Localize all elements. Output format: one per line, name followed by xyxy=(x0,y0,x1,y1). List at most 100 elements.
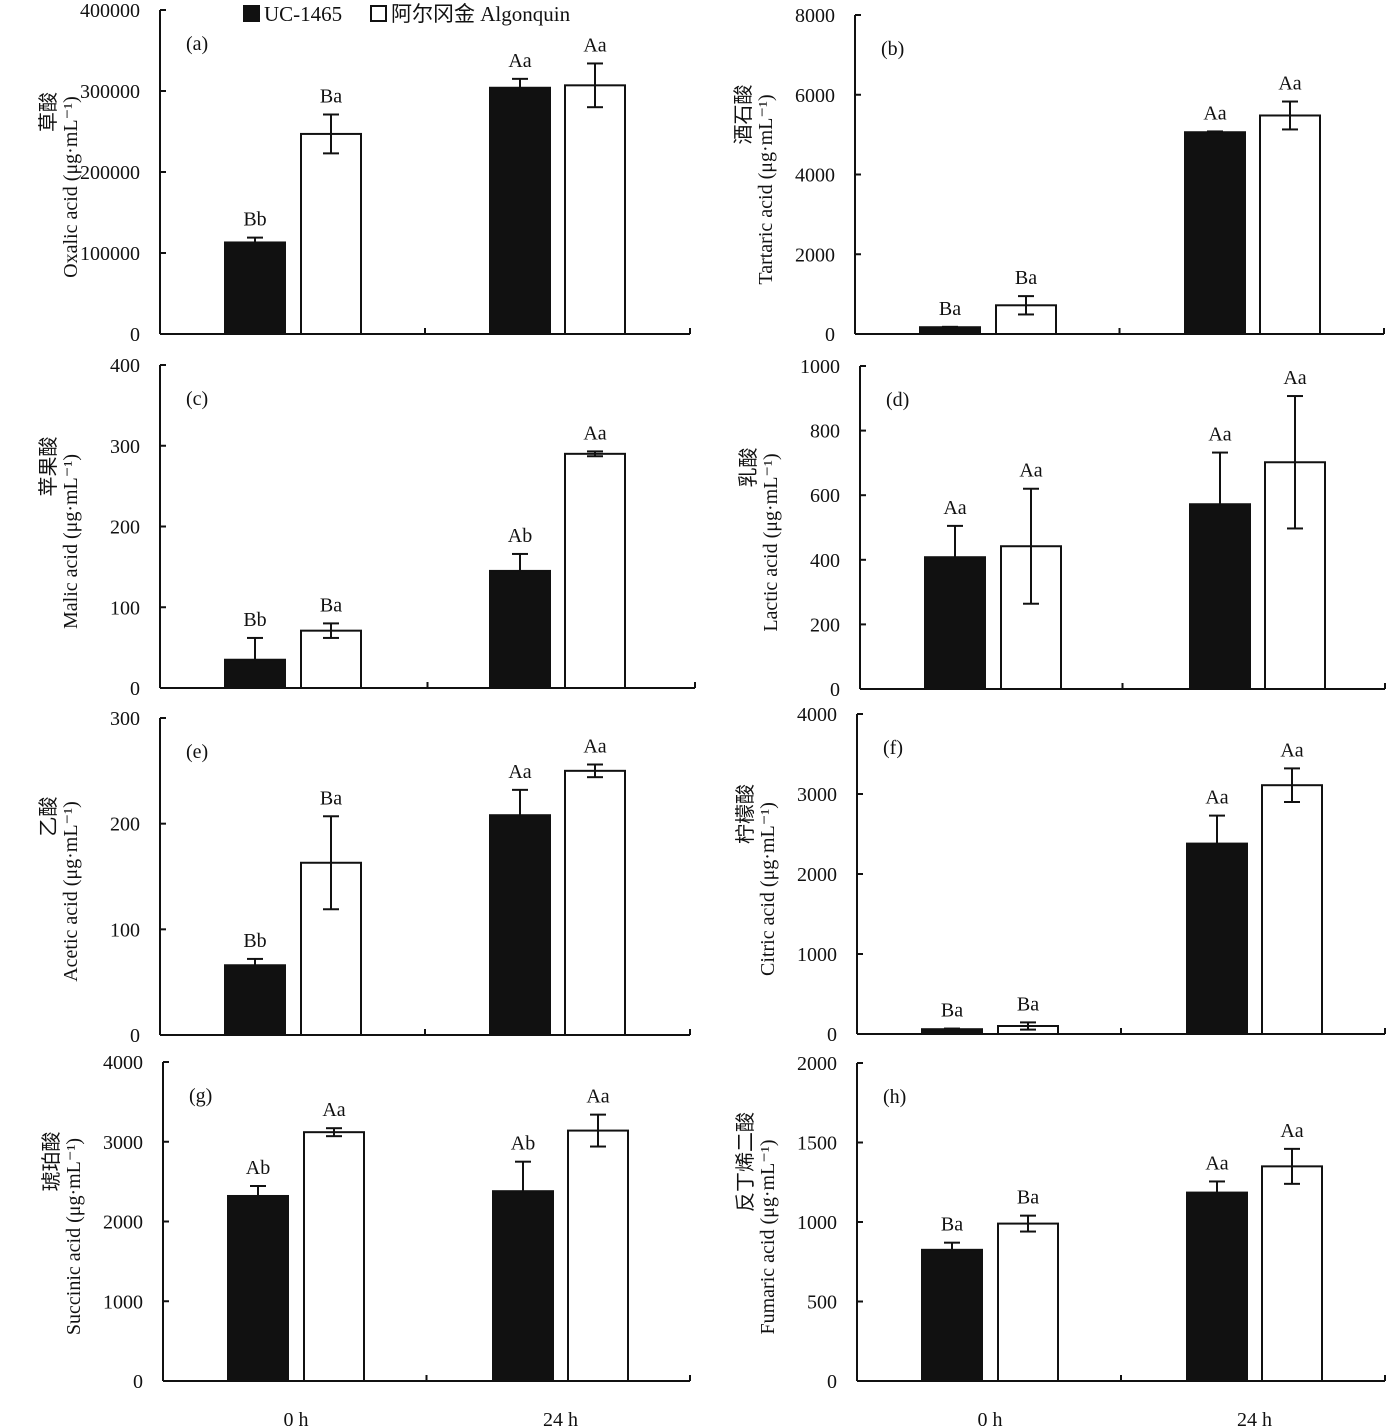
significance-label: Aa xyxy=(508,761,531,783)
bar-algonquin-0h xyxy=(303,1131,365,1383)
y-tick-label: 3000 xyxy=(103,1132,143,1154)
significance-label: Ba xyxy=(320,85,342,107)
significance-label: Ab xyxy=(508,525,532,547)
bar-algonquin-24h xyxy=(564,452,626,690)
y-tick-label: 4000 xyxy=(795,165,835,187)
panel-h: 0 500 1000 1500 2000 反丁烯二酸 Fumaric acid (μg·mL… xyxy=(734,1053,1386,1427)
y-axis-label-en: Oxalic acid (μg·mL⁻¹) xyxy=(60,96,82,278)
x-category-label: 24 h xyxy=(543,1409,578,1427)
y-tick-label: 1000 xyxy=(103,1291,143,1313)
y-axis-label-cn: 琥珀酸 xyxy=(40,1132,63,1192)
significance-label: Aa xyxy=(1283,367,1306,389)
y-tick-label: 2000 xyxy=(103,1212,143,1234)
legend: UC-1465 阿尔冈金 Algonquin xyxy=(243,2,571,26)
panel-c: 0 100 200 300 400 苹果酸 Malic acid (μg·mL⁻¹) (c) B… xyxy=(37,355,696,700)
bar-uc1465-24h xyxy=(1184,131,1246,335)
y-tick-label: 1000 xyxy=(797,1212,837,1234)
y-tick-label: 200 xyxy=(110,517,140,539)
panel-a: 0 100000 200000 300000 400000 草酸 Oxalic acid (… xyxy=(37,0,691,346)
legend-swatch-uc1465 xyxy=(243,5,260,22)
y-tick-label: 200 xyxy=(110,814,140,836)
significance-label: Aa xyxy=(322,1099,345,1121)
y-tick-label: 0 xyxy=(130,1025,140,1047)
significance-label: Aa xyxy=(1019,460,1042,482)
significance-label: Ba xyxy=(320,594,342,616)
panel-b: 0 2000 4000 6000 8000 酒石酸 Tartaric acid (μg·mL… xyxy=(732,5,1385,346)
significance-label: Aa xyxy=(508,50,531,72)
bar-uc1465-24h xyxy=(1186,1191,1248,1382)
panel-label: (d) xyxy=(886,389,909,411)
bar-algonquin-0h xyxy=(300,132,362,335)
significance-label: Aa xyxy=(1205,1152,1228,1174)
y-tick-label: 2000 xyxy=(797,1053,837,1075)
y-axis-label-cn: 柠檬酸 xyxy=(734,784,757,844)
significance-label: Ba xyxy=(1015,267,1037,289)
y-tick-label: 400000 xyxy=(80,0,140,22)
panel-e: 0 100 200 300 乙酸 Acetic acid (μg·mL⁻¹) (e) Bb Ba… xyxy=(37,708,691,1047)
bar-uc1465-24h xyxy=(492,1190,554,1382)
y-axis-label-en: Fumaric acid (μg·mL⁻¹) xyxy=(757,1140,779,1335)
legend-label-algonquin: 阿尔冈金 Algonquin xyxy=(391,2,571,26)
y-tick-label: 2000 xyxy=(795,244,835,266)
bar-uc1465-0h xyxy=(921,1028,983,1035)
y-tick-label: 100 xyxy=(110,919,140,941)
significance-label: Ba xyxy=(941,1000,963,1022)
bar-algonquin-24h xyxy=(1259,114,1321,335)
panel-label: (e) xyxy=(186,741,208,763)
y-tick-label: 2000 xyxy=(797,864,837,886)
y-tick-label: 0 xyxy=(130,324,140,346)
y-axis-label-cn: 乙酸 xyxy=(37,797,60,837)
bar-algonquin-24h xyxy=(567,1129,629,1382)
panel-label: (c) xyxy=(186,388,208,410)
panel-label: (b) xyxy=(881,38,904,60)
panel-label: (a) xyxy=(186,33,208,55)
panel-d: 0 200 400 600 800 1000 乳酸 Lactic acid (μg·mL⁻¹)… xyxy=(737,356,1386,701)
significance-label: Ba xyxy=(1017,993,1039,1015)
y-axis-label-en: Tartaric acid (μg·mL⁻¹) xyxy=(755,94,777,284)
y-tick-label: 0 xyxy=(827,1024,837,1046)
bar-algonquin-24h xyxy=(1261,1165,1323,1382)
significance-label: Aa xyxy=(943,497,966,519)
y-axis-label-cn: 乳酸 xyxy=(737,448,760,488)
y-axis-label-en: Acetic acid (μg·mL⁻¹) xyxy=(60,801,82,982)
bar-algonquin-0h xyxy=(997,1222,1059,1382)
y-axis-label-en: Succinic acid (μg·mL⁻¹) xyxy=(63,1138,85,1335)
y-tick-label: 8000 xyxy=(795,5,835,27)
significance-label: Aa xyxy=(583,735,606,757)
y-tick-label: 6000 xyxy=(795,85,835,107)
significance-label: Aa xyxy=(1278,73,1301,95)
significance-label: Aa xyxy=(583,34,606,56)
y-tick-label: 300000 xyxy=(80,81,140,103)
significance-label: Ba xyxy=(939,298,961,320)
bar-algonquin-0h xyxy=(300,629,362,689)
significance-label: Ab xyxy=(511,1133,535,1155)
y-tick-label: 100000 xyxy=(80,243,140,265)
bar-uc1465-24h xyxy=(1186,842,1248,1035)
bar-uc1465-24h xyxy=(489,569,551,689)
y-tick-label: 0 xyxy=(827,1371,837,1393)
panel-label: (f) xyxy=(883,737,903,759)
y-axis-label-cn: 苹果酸 xyxy=(37,437,60,497)
y-tick-label: 1000 xyxy=(797,944,837,966)
y-axis-label-en: Citric acid (μg·mL⁻¹) xyxy=(757,802,779,976)
significance-label: Ab xyxy=(246,1157,270,1179)
significance-label: Aa xyxy=(583,422,606,444)
y-tick-label: 600 xyxy=(810,485,840,507)
y-axis-label-en: Malic acid (μg·mL⁻¹) xyxy=(60,454,82,629)
significance-label: Ba xyxy=(1017,1187,1039,1209)
significance-label: Aa xyxy=(1280,739,1303,761)
y-tick-label: 200 xyxy=(810,614,840,636)
significance-label: Bb xyxy=(243,930,266,952)
bar-algonquin-24h xyxy=(564,769,626,1036)
bar-uc1465-0h xyxy=(919,326,981,336)
bar-uc1465-0h xyxy=(921,1248,983,1382)
bar-algonquin-24h xyxy=(564,84,626,335)
panel-label: (g) xyxy=(189,1085,212,1107)
y-axis-label-cn: 酒石酸 xyxy=(732,85,755,145)
significance-label: Aa xyxy=(1205,787,1228,809)
y-tick-label: 0 xyxy=(133,1371,143,1393)
bar-uc1465-0h xyxy=(227,1194,289,1382)
bar-algonquin-24h xyxy=(1261,784,1323,1036)
panel-f: 0 1000 2000 3000 4000 柠檬酸 Citric acid (μg·mL⁻¹… xyxy=(734,704,1386,1046)
